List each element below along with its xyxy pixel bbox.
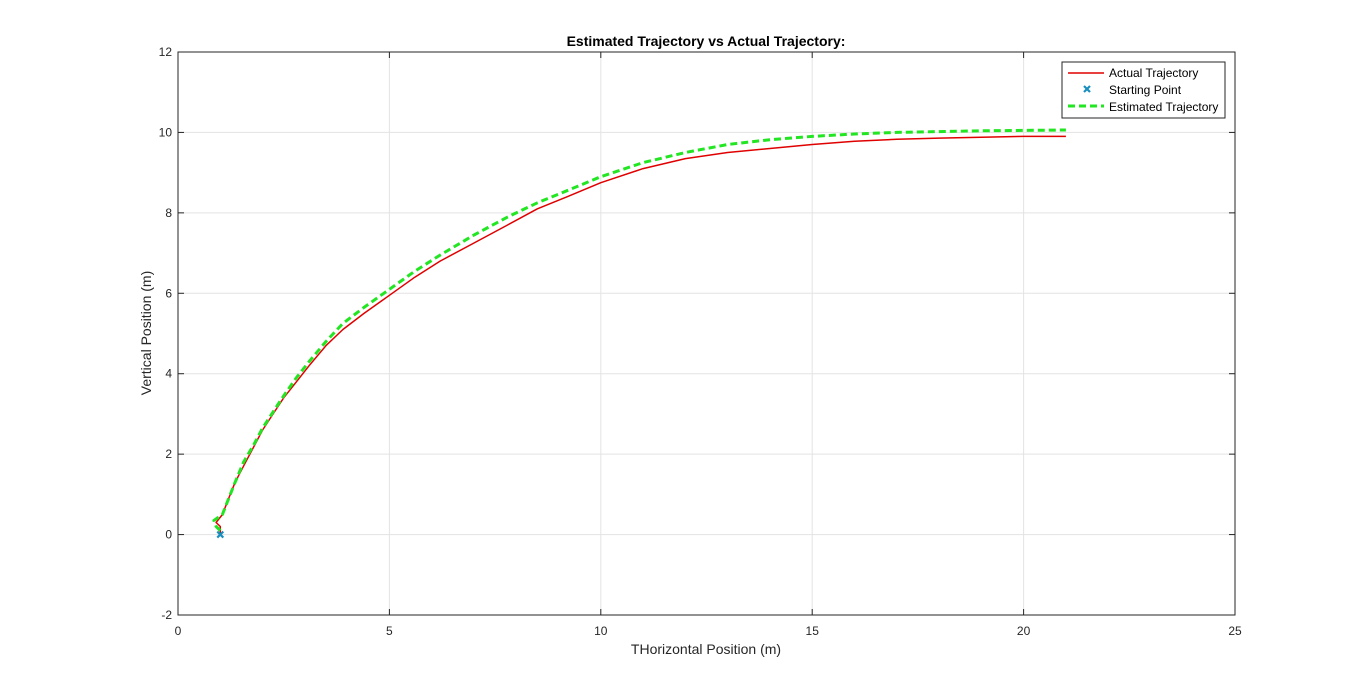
legend-label-actual: Actual Trajectory xyxy=(1109,66,1198,80)
x-tick-label: 20 xyxy=(1017,624,1031,638)
legend-label-start: Starting Point xyxy=(1109,83,1182,97)
y-tick-label: 2 xyxy=(165,447,172,461)
y-tick-label: 4 xyxy=(165,367,172,381)
y-tick-label: -2 xyxy=(161,608,172,622)
x-tick-label: 25 xyxy=(1228,624,1242,638)
y-axis-label: Vertical Position (m) xyxy=(138,271,154,395)
plot-area xyxy=(178,52,1235,615)
y-tick-label: 6 xyxy=(165,286,172,300)
y-tick-label: 10 xyxy=(159,125,173,139)
legend-swatch-start xyxy=(1083,85,1091,93)
chart-title: Estimated Trajectory vs Actual Trajector… xyxy=(567,33,846,49)
x-tick-label: 15 xyxy=(806,624,820,638)
x-tick-label: 0 xyxy=(175,624,182,638)
x-tick-label: 5 xyxy=(386,624,393,638)
legend[interactable]: Actual Trajectory Starting Point Estimat… xyxy=(1061,61,1226,119)
y-tick-label: 12 xyxy=(159,45,173,59)
x-axis-label: THorizontal Position (m) xyxy=(631,641,781,657)
series-line-estimated-trajectory xyxy=(212,128,1066,532)
y-tick-label: 0 xyxy=(165,528,172,542)
x-tick-label: 10 xyxy=(594,624,608,638)
axes-box xyxy=(177,51,1236,616)
legend-label-estimated: Estimated Trajectory xyxy=(1109,100,1218,114)
starting-point-marker xyxy=(216,530,225,539)
series-layer xyxy=(212,128,1066,539)
y-tick-label: 8 xyxy=(165,206,172,220)
